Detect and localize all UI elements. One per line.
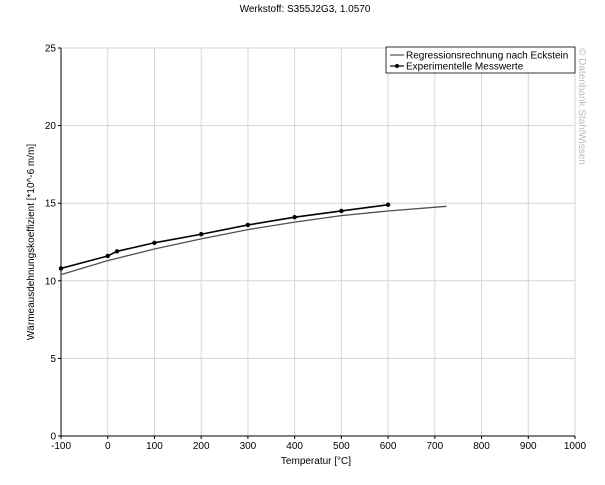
x-tick-label-11: 1000 [564,441,587,452]
grid [61,47,576,436]
series-1-point-7 [339,208,344,214]
x-tick-label-6: 500 [333,441,350,452]
series-1-point-3 [152,240,157,245]
series-1-point-1 [105,253,110,259]
y-tick-label-2: 10 [45,276,57,287]
legend-label-experimental: Experimentelle Messwerte [406,62,524,73]
series [58,202,447,276]
x-tick-label-2: 100 [146,441,163,452]
y-tick-label-0: 0 [50,432,56,443]
series-1-point-5 [245,222,251,228]
legend-marker-experimental [395,64,399,68]
watermark: © Datenbank StahlWissen [576,48,587,165]
y-tick-label-3: 15 [45,199,57,210]
legend-label-regression: Regressionsrechnung nach Eckstein [406,51,568,62]
x-tick-label-1: 0 [105,441,111,452]
series-line-1 [60,203,389,270]
x-tick-label-7: 600 [380,441,397,452]
x-tick-label-3: 200 [193,441,210,452]
x-tick-label-0: -100 [51,441,71,452]
y-tick-label-5: 25 [45,44,57,55]
series-1-point-4 [198,232,204,237]
series-1-point-2 [114,249,120,254]
y-axis-title: Wärmeausdehnungskoeffizient [*10^-6 m/m] [26,144,37,340]
series-1-point-8 [385,202,391,207]
x-axis-title: Temperatur [°C] [281,456,351,467]
tick-labels: -100 0 100 200 300 400 500 600 700 800 900 10000510… [45,44,587,453]
x-tick-label-4: 300 [240,441,257,452]
x-tick-label-10: 900 [520,441,537,452]
x-tick-label-5: 400 [286,441,303,452]
chart-title: Werkstoff: S355J2G3, 1.0570 [240,4,371,15]
legend: Regressionsrechnung nach Eckstein Experi… [385,46,576,74]
x-tick-label-9: 800 [473,441,490,452]
series-1-point-0 [58,266,64,271]
series-1-point-6 [292,214,297,220]
y-tick-label-1: 5 [50,354,56,365]
x-tick-label-8: 700 [426,441,443,452]
series-line-0 [60,205,447,276]
axes [58,47,576,439]
legend-box [385,46,576,74]
y-tick-label-4: 20 [45,121,57,132]
